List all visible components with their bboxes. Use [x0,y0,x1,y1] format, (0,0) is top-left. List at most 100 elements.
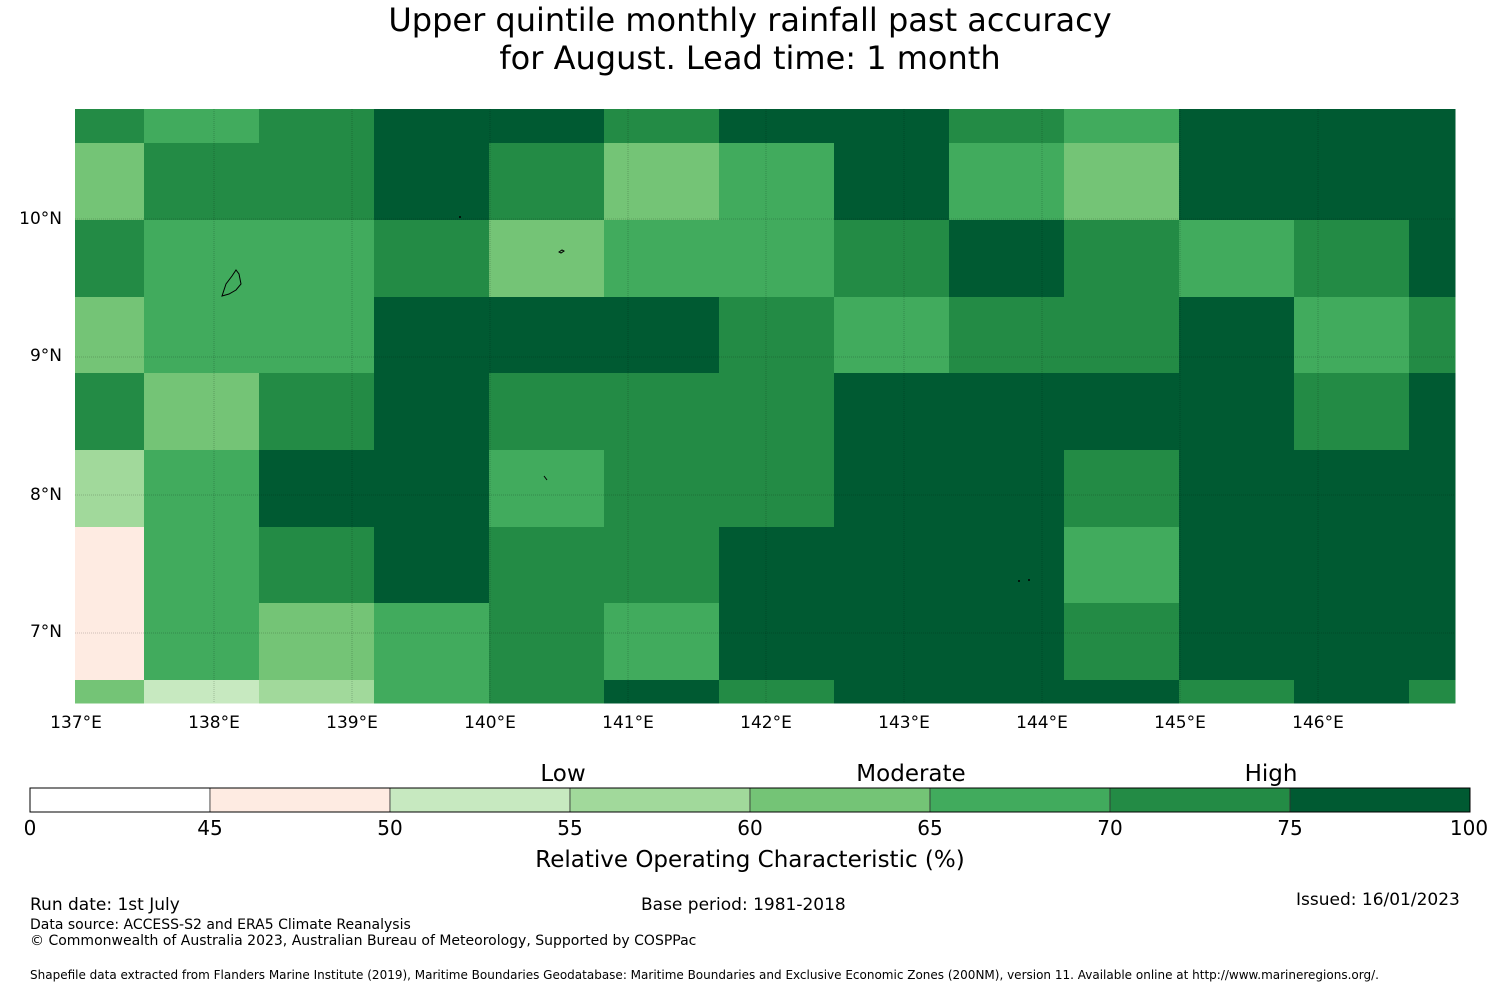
grid-cell [489,297,605,374]
grid-cell [144,680,260,704]
grid-cells [75,109,1456,704]
grid-cell [144,373,260,451]
colorbar-tick: 50 [377,816,403,840]
grid-cell [834,220,950,298]
grid-cell [259,680,375,704]
grid-cell [489,450,605,528]
lat-label-10n: 10°N [19,209,62,229]
lon-label-139e: 139°E [326,713,378,733]
grid-cell [75,373,145,451]
grid-cell [1294,143,1456,221]
grid-cell [719,680,835,704]
grid-cell [1064,680,1180,704]
grid-cell [1294,109,1456,144]
grid-cell [1294,603,1410,681]
grid-cell [1179,603,1295,681]
grid-cell [604,450,720,528]
grid-cell [949,143,1065,221]
grid-cell [1064,373,1180,451]
run-date: Run date: 1st July [30,895,180,915]
grid-cell [259,373,375,451]
grid-cell [259,527,375,604]
grid-cell [1409,297,1456,374]
lon-label-145e: 145°E [1154,713,1206,733]
grid-cell [1409,450,1456,528]
colorbar-tick: 65 [917,816,943,840]
grid-cell [1179,527,1295,604]
grid-cell [1064,297,1180,374]
grid-cell [604,527,720,604]
category-moderate: Moderate [856,761,966,787]
grid-cell [949,680,1065,704]
grid-cell [374,297,490,374]
lat-label-9n: 9°N [29,346,62,366]
grid-cell [489,109,605,144]
lon-label-138e: 138°E [188,713,240,733]
grid-cell [374,527,490,604]
colorbar-label: Relative Operating Characteristic (%) [535,847,965,873]
shapefile-credit: Shapefile data extracted from Flanders M… [30,968,1379,982]
colorbar-segment [749,787,931,813]
grid-cell [259,143,375,221]
colorbar-segment [569,787,751,813]
grid-cell [144,603,260,681]
grid-cell [75,603,145,681]
grid-cell [719,373,835,451]
data-source: Data source: ACCESS-S2 and ERA5 Climate … [30,917,411,933]
category-low: Low [540,761,586,787]
island-outline [221,269,242,297]
grid-cell [144,527,260,604]
grid-cell [1064,220,1180,298]
grid-cell [259,109,375,144]
category-high: High [1244,761,1298,787]
grid-cell [1179,680,1295,704]
grid-cell [719,109,835,144]
island-outline [543,475,548,481]
grid-cell [719,603,835,681]
colorbar-segment [1109,787,1291,813]
grid-cell [1064,603,1180,681]
grid-cell [604,143,720,221]
grid-cell [1179,220,1295,298]
grid-cell [374,143,490,221]
grid-cell [75,450,145,528]
grid-cell [1409,373,1456,451]
grid-cell [604,373,720,451]
colorbar-segment [929,787,1111,813]
grid-cell [144,109,260,144]
grid-cell [604,297,720,374]
grid-cell [834,603,950,681]
colorbar-segment [29,787,211,813]
grid-cell [1179,109,1295,144]
grid-cell [604,220,720,298]
grid-cell [374,603,490,681]
grid-cell [1409,680,1456,704]
colorbar [29,787,1471,813]
colorbar-frame [29,787,1471,813]
graticule [75,109,1455,703]
grid-cell [1294,297,1410,374]
colorbar-tick: 70 [1097,816,1123,840]
grid-cell [949,527,1065,604]
colorbar-tick: 0 [23,816,37,840]
colorbar-tick: 60 [737,816,763,840]
colorbar-tick: 45 [197,816,223,840]
grid-cell [75,527,145,604]
grid-cell [144,143,260,221]
grid-cell [374,450,490,528]
grid-cell [374,220,490,298]
grid-cell [1179,450,1295,528]
colorbar-tick: 100 [1449,816,1489,840]
grid-cell [949,109,1065,144]
colorbar-segment [389,787,571,813]
grid-cell [719,450,835,528]
grid-cell [144,297,260,374]
lon-label-137e: 137°E [50,713,102,733]
grid-cell [1064,109,1180,144]
island-outline [1028,579,1030,581]
lat-label-8n: 8°N [29,485,62,505]
base-period: Base period: 1981-2018 [641,895,846,915]
lon-label-141e: 141°E [602,713,654,733]
colorbar-tick: 75 [1277,816,1303,840]
grid-cell [719,220,835,298]
